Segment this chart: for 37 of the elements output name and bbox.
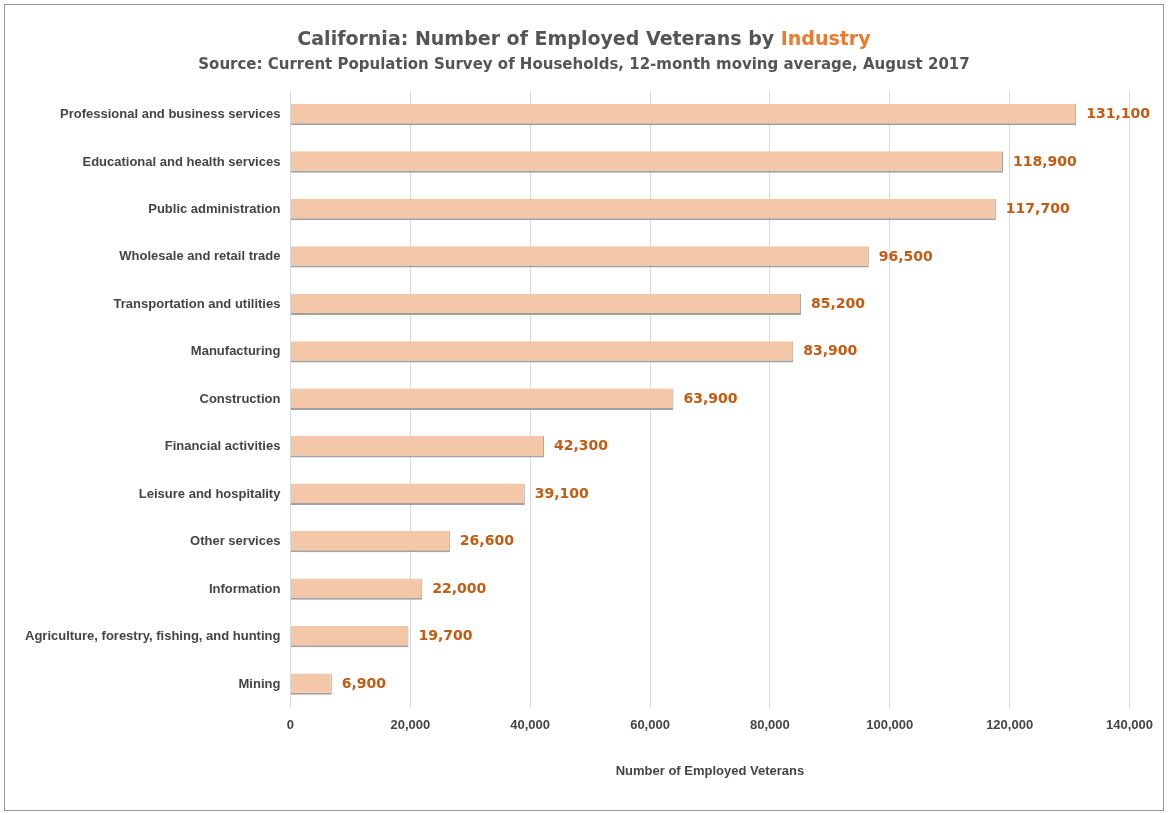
y-tick-label: Financial activities — [164, 438, 281, 454]
data-label: 42,300 — [553, 437, 609, 454]
data-label: 118,900 — [1013, 152, 1078, 169]
data-label: 22,000 — [432, 579, 487, 596]
data-label: 26,600 — [459, 532, 515, 549]
x-tick-label: 20,000 — [390, 717, 431, 733]
data-label: 6,900 — [341, 674, 387, 691]
y-tick-label: Public administration — [148, 201, 281, 217]
x-tick-label: 60,000 — [630, 717, 670, 733]
x-tick-label: 100,000 — [866, 717, 914, 733]
y-tick-label: Educational and health services — [82, 153, 281, 169]
x-axis-title: Number of Employed Veterans — [615, 762, 805, 778]
data-label: 117,700 — [1005, 200, 1070, 217]
x-tick-label: 0 — [286, 717, 295, 733]
y-tick-label: Professional and business services — [60, 106, 281, 122]
chart-subtitle: Source: Current Population Survey of Households, 12-month moving average, August 2017 — [197, 55, 971, 73]
data-label: 131,100 — [1086, 105, 1151, 122]
x-tick-label: 80,000 — [750, 717, 790, 733]
chart-title: California: Number of Employed Veterans by Industry — [296, 27, 872, 49]
y-tick-label: Manufacturing — [190, 343, 281, 359]
y-tick-label: Construction — [199, 390, 281, 406]
y-tick-label: Information — [208, 580, 281, 596]
y-tick-label: Wholesale and retail trade — [119, 248, 281, 264]
y-tick-label: Transportation and utilities — [113, 295, 281, 311]
data-label: 96,500 — [878, 247, 934, 264]
data-label: 63,900 — [683, 389, 738, 406]
data-label: 85,200 — [811, 295, 866, 312]
x-tick-label: 140,000 — [1106, 717, 1153, 733]
data-label: 83,900 — [803, 342, 858, 359]
y-tick-label: Leisure and hospitality — [138, 485, 282, 501]
y-tick-label: Mining — [238, 675, 281, 691]
x-tick-label: 40,000 — [510, 717, 551, 733]
y-tick-label: Other services — [190, 533, 281, 549]
x-tick-label: 120,000 — [986, 717, 1034, 733]
data-label: 39,100 — [534, 484, 590, 501]
y-tick-label: Agriculture, forestry, fishing, and hunting — [24, 628, 281, 644]
data-label: 19,700 — [418, 627, 473, 644]
